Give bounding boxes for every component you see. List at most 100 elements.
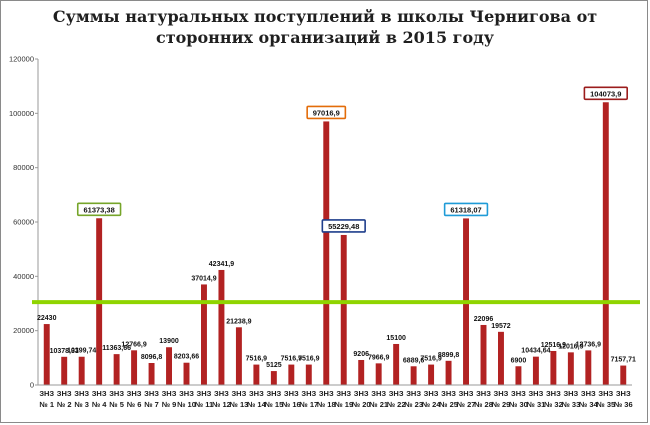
data-label: 37014,9	[191, 275, 216, 282]
x-tick-label: № 1	[39, 400, 54, 409]
data-label: 61373,38	[83, 205, 114, 214]
x-tick-label: № 7	[144, 400, 159, 409]
x-tick-label: № 28	[474, 400, 493, 409]
bar	[550, 350, 557, 385]
data-label: 7516,9	[281, 356, 303, 363]
bar	[201, 284, 207, 385]
x-tick-label: ЗНЗ	[441, 389, 456, 398]
data-label: 12766,9	[121, 341, 146, 348]
y-axis: 0 20000 40000 60000 80000 100000 120000	[9, 55, 39, 390]
x-tick-label: № 10	[177, 400, 196, 409]
data-label: 10399,74	[67, 348, 96, 355]
x-tick-label: ЗНЗ	[127, 389, 142, 398]
x-tick-label: № 27	[457, 400, 476, 409]
bar	[393, 343, 400, 385]
data-label: 11363,66	[102, 345, 131, 352]
x-tick-label: ЗНЗ	[74, 389, 89, 398]
x-tick-label: ЗНЗ	[266, 389, 281, 398]
x-tick-label: № 11	[195, 400, 213, 409]
x-tick-label: ЗНЗ	[162, 389, 177, 398]
bar	[532, 356, 539, 385]
data-label: 7966,9	[368, 354, 390, 361]
x-tick-label: № 5	[109, 400, 124, 409]
x-tick-label: № 18	[317, 400, 336, 409]
x-tick-label: № 2	[57, 400, 72, 409]
bar	[567, 352, 574, 385]
bar	[131, 350, 138, 385]
x-tick-label: ЗНЗ	[511, 389, 526, 398]
data-label: 61318,07	[450, 205, 481, 214]
x-tick-label: № 34	[579, 400, 599, 409]
data-label: 6889,6	[403, 357, 425, 364]
bar	[375, 363, 382, 385]
data-label: 55229,48	[328, 222, 359, 231]
data-label: 7157,71	[611, 357, 636, 364]
data-label: 19572	[491, 323, 511, 330]
bar	[148, 363, 155, 385]
bar	[480, 324, 487, 385]
x-tick-label: ЗНЗ	[197, 389, 212, 398]
y-tick-label: 0	[30, 381, 34, 390]
bar	[166, 347, 172, 385]
x-tick-label: ЗНЗ	[231, 389, 246, 398]
x-tick-label: № 29	[492, 400, 511, 409]
bar	[428, 364, 435, 385]
data-label: 21238,9	[226, 318, 251, 325]
x-tick-label: № 32	[544, 400, 563, 409]
bar	[288, 364, 295, 385]
x-tick-label: ЗНЗ	[581, 389, 596, 398]
bar	[602, 102, 609, 386]
x-tick-label: № 31	[527, 400, 546, 409]
bar	[515, 366, 522, 385]
y-tick-label: 80000	[13, 163, 34, 172]
x-tick-label: № 24	[422, 400, 442, 409]
x-tick-label: № 30	[509, 400, 528, 409]
x-tick-label: ЗНЗ	[144, 389, 159, 398]
bar	[585, 350, 592, 385]
data-label: 12516,9	[541, 342, 566, 349]
x-tick-label: ЗНЗ	[354, 389, 369, 398]
data-label: 10434,64	[521, 348, 550, 355]
bar	[43, 324, 50, 385]
data-label: 9206	[353, 351, 369, 358]
callout-box	[306, 105, 347, 120]
y-tick-label: 60000	[13, 218, 34, 227]
bar	[445, 360, 452, 385]
x-tick-label: ЗНЗ	[616, 389, 631, 398]
x-tick-label: № 22	[387, 400, 406, 409]
data-label: 5125	[266, 362, 282, 369]
x-tick-label: ЗНЗ	[459, 389, 474, 398]
x-tick-label: ЗНЗ	[563, 389, 578, 398]
x-tick-label: № 33	[561, 400, 580, 409]
bar	[183, 362, 190, 385]
x-tick-label: ЗНЗ	[494, 389, 509, 398]
bar	[340, 234, 347, 385]
x-tick-label: № 14	[247, 400, 267, 409]
x-tick-label: № 13	[230, 400, 249, 409]
bar	[270, 371, 277, 385]
bar	[253, 364, 260, 385]
x-tick-label: ЗНЗ	[92, 389, 107, 398]
data-label: 12736,9	[576, 341, 601, 348]
data-label: 42341,9	[209, 261, 234, 268]
x-tick-label: № 9	[162, 400, 177, 409]
x-tick-label: № 25	[439, 400, 458, 409]
bar	[218, 269, 225, 385]
y-tick-label: 100000	[9, 109, 34, 118]
data-label: 12016,9	[558, 343, 583, 350]
x-tick-label: № 12	[212, 400, 231, 409]
x-tick-label: ЗНЗ	[249, 389, 264, 398]
data-label: 104073,9	[590, 89, 621, 98]
data-label: 10378,31	[50, 348, 79, 355]
bar	[61, 356, 68, 385]
x-tick-label: ЗНЗ	[598, 389, 613, 398]
bar	[78, 356, 85, 385]
bar	[498, 331, 504, 385]
data-label: 22430	[37, 315, 57, 322]
x-tick-label: ЗНЗ	[57, 389, 72, 398]
bar	[358, 359, 365, 385]
x-tick-label: № 16	[282, 400, 301, 409]
x-tick-label: № 17	[299, 400, 318, 409]
data-label: 22096	[474, 316, 494, 323]
x-tick-label: № 35	[596, 400, 615, 409]
